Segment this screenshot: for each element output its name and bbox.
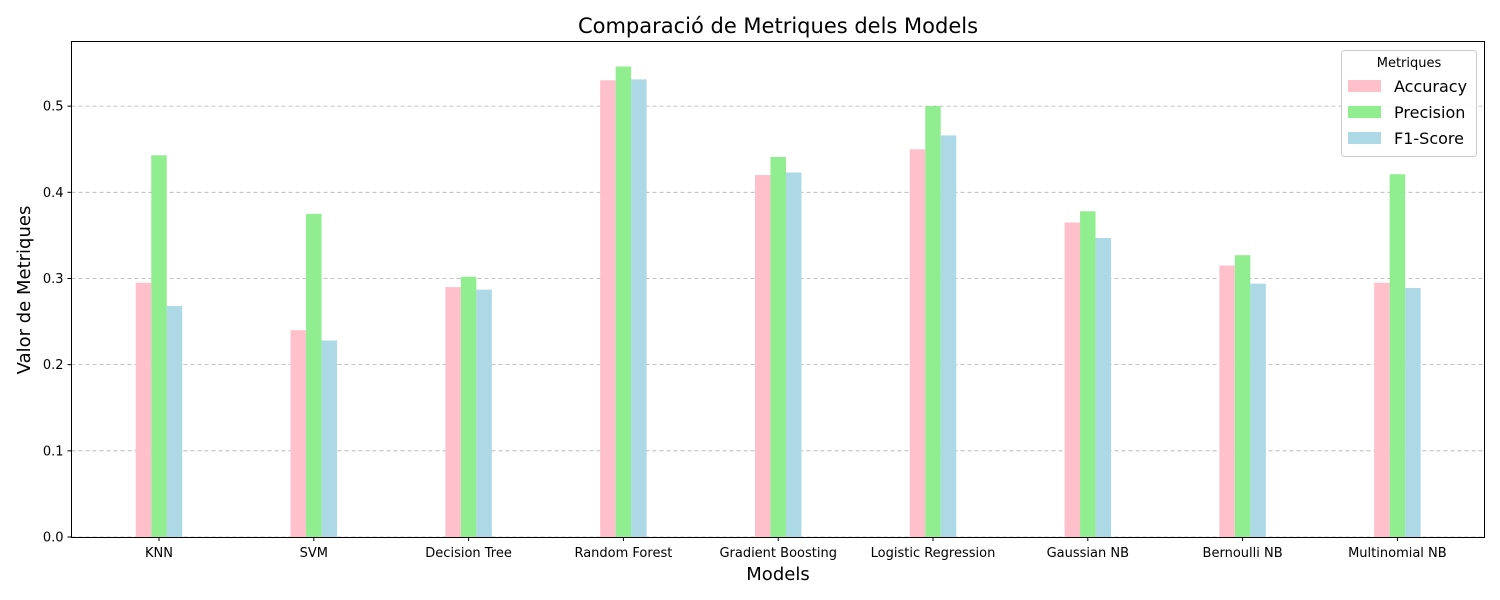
- bar-accuracy-7: [1219, 265, 1235, 537]
- bar-precision-3: [615, 66, 632, 538]
- bar-f1-score-1: [321, 340, 338, 537]
- legend-swatch-accuracy: [1348, 80, 1381, 92]
- x-tick-label: Gradient Boosting: [719, 546, 837, 561]
- y-axis: 0.0 0.1 0.2 0.3 0.4 0.5: [43, 100, 72, 546]
- legend-swatch-f1-score: [1348, 132, 1381, 144]
- x-tick-label: Bernoulli NB: [1203, 546, 1283, 561]
- y-tick-label: 0.0: [43, 531, 64, 546]
- x-tick-label: SVM: [300, 546, 328, 561]
- legend: Metriques Accuracy Precision F1-Score: [1341, 50, 1477, 157]
- bar-f1-score-4: [785, 172, 802, 537]
- chart-title: Comparació de Metriques dels Models: [578, 14, 978, 38]
- legend-label-accuracy: Accuracy: [1394, 77, 1467, 96]
- y-tick-label: 0.4: [43, 186, 64, 201]
- bar-f1-score-6: [1095, 237, 1112, 538]
- bar-f1-score-2: [476, 289, 492, 537]
- legend-swatch-precision: [1348, 106, 1381, 118]
- x-tick-label: KNN: [145, 546, 173, 561]
- y-tick-label: 0.3: [43, 272, 64, 287]
- bar-accuracy-8: [1374, 282, 1390, 537]
- bar-f1-score-5: [940, 135, 957, 537]
- y-tick-label: 0.1: [43, 444, 64, 459]
- x-tick-label: Decision Tree: [425, 546, 512, 561]
- bar-accuracy-1: [290, 330, 307, 537]
- bar-f1-score-0: [166, 306, 183, 537]
- bar-accuracy-3: [600, 80, 616, 537]
- legend-title: Metriques: [1377, 56, 1442, 71]
- x-axis-label: Models: [746, 564, 809, 585]
- legend-label-precision: Precision: [1394, 103, 1465, 122]
- bar-accuracy-0: [135, 282, 152, 537]
- bar-accuracy-4: [754, 175, 771, 537]
- bar-precision-6: [1080, 211, 1096, 537]
- bar-precision-4: [770, 156, 786, 538]
- legend-label-f1-score: F1-Score: [1394, 129, 1464, 148]
- bar-precision-0: [151, 155, 167, 537]
- x-tick-label: Gaussian NB: [1047, 546, 1129, 561]
- bar-precision-5: [925, 106, 941, 537]
- bar-precision-2: [460, 276, 477, 537]
- bar-accuracy-2: [445, 287, 461, 537]
- bar-precision-8: [1389, 174, 1406, 537]
- y-tick-label: 0.5: [43, 100, 64, 115]
- bars: [135, 66, 1421, 538]
- bar-f1-score-7: [1250, 283, 1266, 537]
- bar-accuracy-5: [909, 149, 926, 537]
- legend-box: [1341, 50, 1477, 157]
- bar-accuracy-6: [1064, 222, 1081, 537]
- y-axis-label: Valor de Metriques: [14, 206, 35, 375]
- y-tick-label: 0.2: [43, 358, 64, 373]
- bar-f1-score-3: [631, 79, 647, 538]
- bar-precision-1: [306, 213, 322, 537]
- bar-f1-score-8: [1405, 287, 1421, 537]
- x-tick-label: Random Forest: [574, 546, 672, 561]
- x-tick-label: Multinomial NB: [1348, 546, 1447, 561]
- x-axis: KNN SVM Decision Tree Random Forest Gradient…: [145, 537, 1447, 561]
- bar-precision-7: [1234, 255, 1251, 537]
- x-tick-label: Logistic Regression: [871, 546, 996, 561]
